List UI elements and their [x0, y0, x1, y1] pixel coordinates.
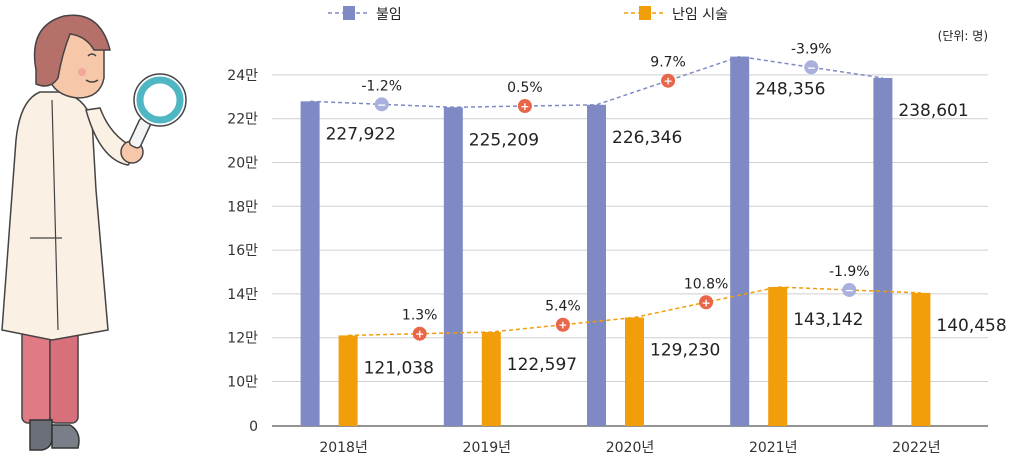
- y-tick-label: 18만: [227, 199, 258, 215]
- change-marker: [374, 97, 389, 112]
- change-marker-sign: +: [663, 75, 672, 88]
- value-label: 226,346: [612, 128, 682, 148]
- bar-bulim: [587, 104, 606, 427]
- x-tick-label: 2021년: [749, 440, 798, 456]
- trend-line-bulim: [310, 55, 884, 109]
- value-label: 225,209: [469, 130, 539, 150]
- y-tick-label: 16만: [227, 243, 258, 259]
- y-tick-label: 22만: [227, 112, 258, 128]
- change-marker: [842, 282, 857, 297]
- change-label: 1.3%: [402, 308, 438, 324]
- value-label: 238,601: [898, 101, 968, 121]
- change-marker-sign: +: [415, 328, 424, 341]
- value-label: 122,597: [507, 355, 577, 375]
- bar-bulim: [730, 56, 750, 426]
- value-label: 140,458: [936, 316, 1006, 336]
- change-marker-sign: −: [377, 98, 386, 111]
- legend-label-nanim: 난임 시술: [672, 7, 728, 23]
- researcher-illustration: [1, 14, 187, 451]
- bar-nanim: [911, 292, 931, 426]
- y-tick-label: 12만: [227, 331, 258, 347]
- change-marker-sign: +: [701, 296, 710, 309]
- change-label: -1.2%: [361, 78, 402, 94]
- change-label: -3.9%: [791, 41, 832, 57]
- bar-bulim: [300, 101, 320, 426]
- legend-swatch-bulim: [343, 6, 355, 20]
- legend: 불임 난임 시술: [328, 6, 728, 23]
- x-tick-label: 2018년: [319, 440, 368, 456]
- plot-area: 0 10만 12만 14만 16만 18만 20만 22만 24만 2018년 2019년 2020년…: [227, 41, 1006, 456]
- bar-nanim: [625, 317, 644, 426]
- y-tick-label: 14만: [227, 287, 258, 303]
- legend-swatch-nanim: [639, 6, 651, 20]
- bar-bulim: [873, 77, 893, 427]
- change-marker: [412, 326, 427, 341]
- value-label: 227,922: [326, 124, 396, 144]
- change-marker-sign: −: [845, 284, 854, 297]
- x-tick-label: 2019년: [463, 440, 512, 456]
- change-marker: [661, 73, 676, 88]
- change-marker-sign: +: [520, 100, 529, 113]
- change-marker-sign: +: [558, 319, 567, 332]
- trend-line-nanim: [348, 286, 921, 337]
- change-label: -1.9%: [829, 264, 870, 280]
- change-marker-sign: −: [807, 61, 816, 74]
- y-tick-label: 10만: [227, 375, 258, 391]
- x-tick-label: 2022년: [892, 440, 941, 456]
- change-marker: [517, 99, 532, 114]
- change-label: 0.5%: [507, 80, 543, 96]
- bar-nanim: [768, 287, 788, 426]
- value-label: 248,356: [755, 80, 825, 100]
- change-label: 5.4%: [545, 299, 581, 315]
- change-marker: [804, 60, 819, 75]
- value-label: 143,142: [793, 310, 863, 330]
- y-tick-label: 0: [249, 419, 258, 435]
- y-tick-label: 24만: [227, 68, 258, 84]
- change-marker: [699, 295, 714, 310]
- x-tick-label: 2020년: [606, 440, 655, 456]
- bar-bulim: [443, 107, 463, 426]
- change-marker: [555, 317, 570, 332]
- change-label: 10.8%: [684, 276, 728, 292]
- bar-nanim: [338, 335, 358, 426]
- unit-label: (단위: 명): [938, 29, 988, 43]
- bar-nanim: [481, 332, 501, 426]
- legend-label-bulim: 불임: [376, 7, 402, 23]
- value-label: 129,230: [650, 340, 720, 360]
- value-label: 121,038: [364, 358, 434, 378]
- change-label: 9.7%: [650, 55, 686, 71]
- y-tick-label: 20만: [227, 156, 258, 172]
